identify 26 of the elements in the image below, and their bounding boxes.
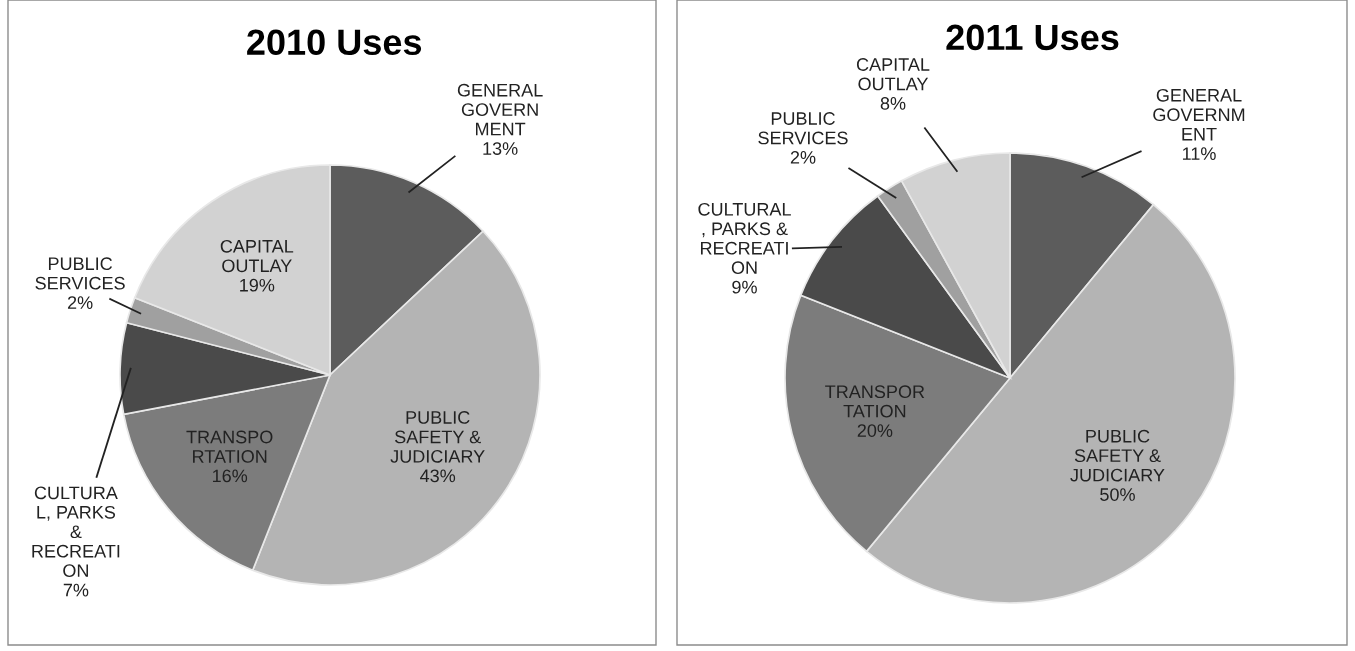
slice-label: PUBLIC SAFETY & JUDICIARY <box>390 411 485 463</box>
data-label: 16% <box>212 469 248 483</box>
slice-label: PUBLIC SAFETY & JUDICIARY <box>1070 429 1165 482</box>
slice-label: CAPITAL OUTLAY <box>856 58 930 91</box>
chart-title: 2011 Uses <box>946 24 1119 51</box>
data-label: 8% <box>880 97 906 110</box>
slice-label: GENERAL GOVERNM ENT <box>1153 88 1245 141</box>
data-label: 11% <box>1182 147 1216 160</box>
data-label: 19% <box>240 278 275 292</box>
data-label: 43% <box>420 469 456 483</box>
data-label: 20% <box>857 424 893 437</box>
slice-label: CULTURAL , PARKS & RECREATI ON <box>698 202 791 275</box>
data-label: 7% <box>63 583 89 597</box>
data-label: 50% <box>1100 488 1135 501</box>
slice-label: CULTURA L, PARKS & RECREATI ON <box>32 486 120 578</box>
chart-title: 2010 Uses <box>247 29 422 55</box>
slice-label: PUBLIC SERVICES <box>758 112 848 145</box>
data-label: 9% <box>732 280 757 294</box>
slice-label: TRANSPOR TATION <box>825 385 925 418</box>
slice-label: CAPITAL OUTLAY <box>220 239 294 273</box>
data-label: 13% <box>483 142 518 155</box>
data-label: 2% <box>67 296 93 309</box>
slice-label: GENERAL GOVERN MENT <box>457 83 543 136</box>
slice-label: PUBLIC SERVICES <box>35 257 125 290</box>
slice-label: TRANSPO RTATION <box>186 430 273 463</box>
data-label: 2% <box>790 151 816 164</box>
